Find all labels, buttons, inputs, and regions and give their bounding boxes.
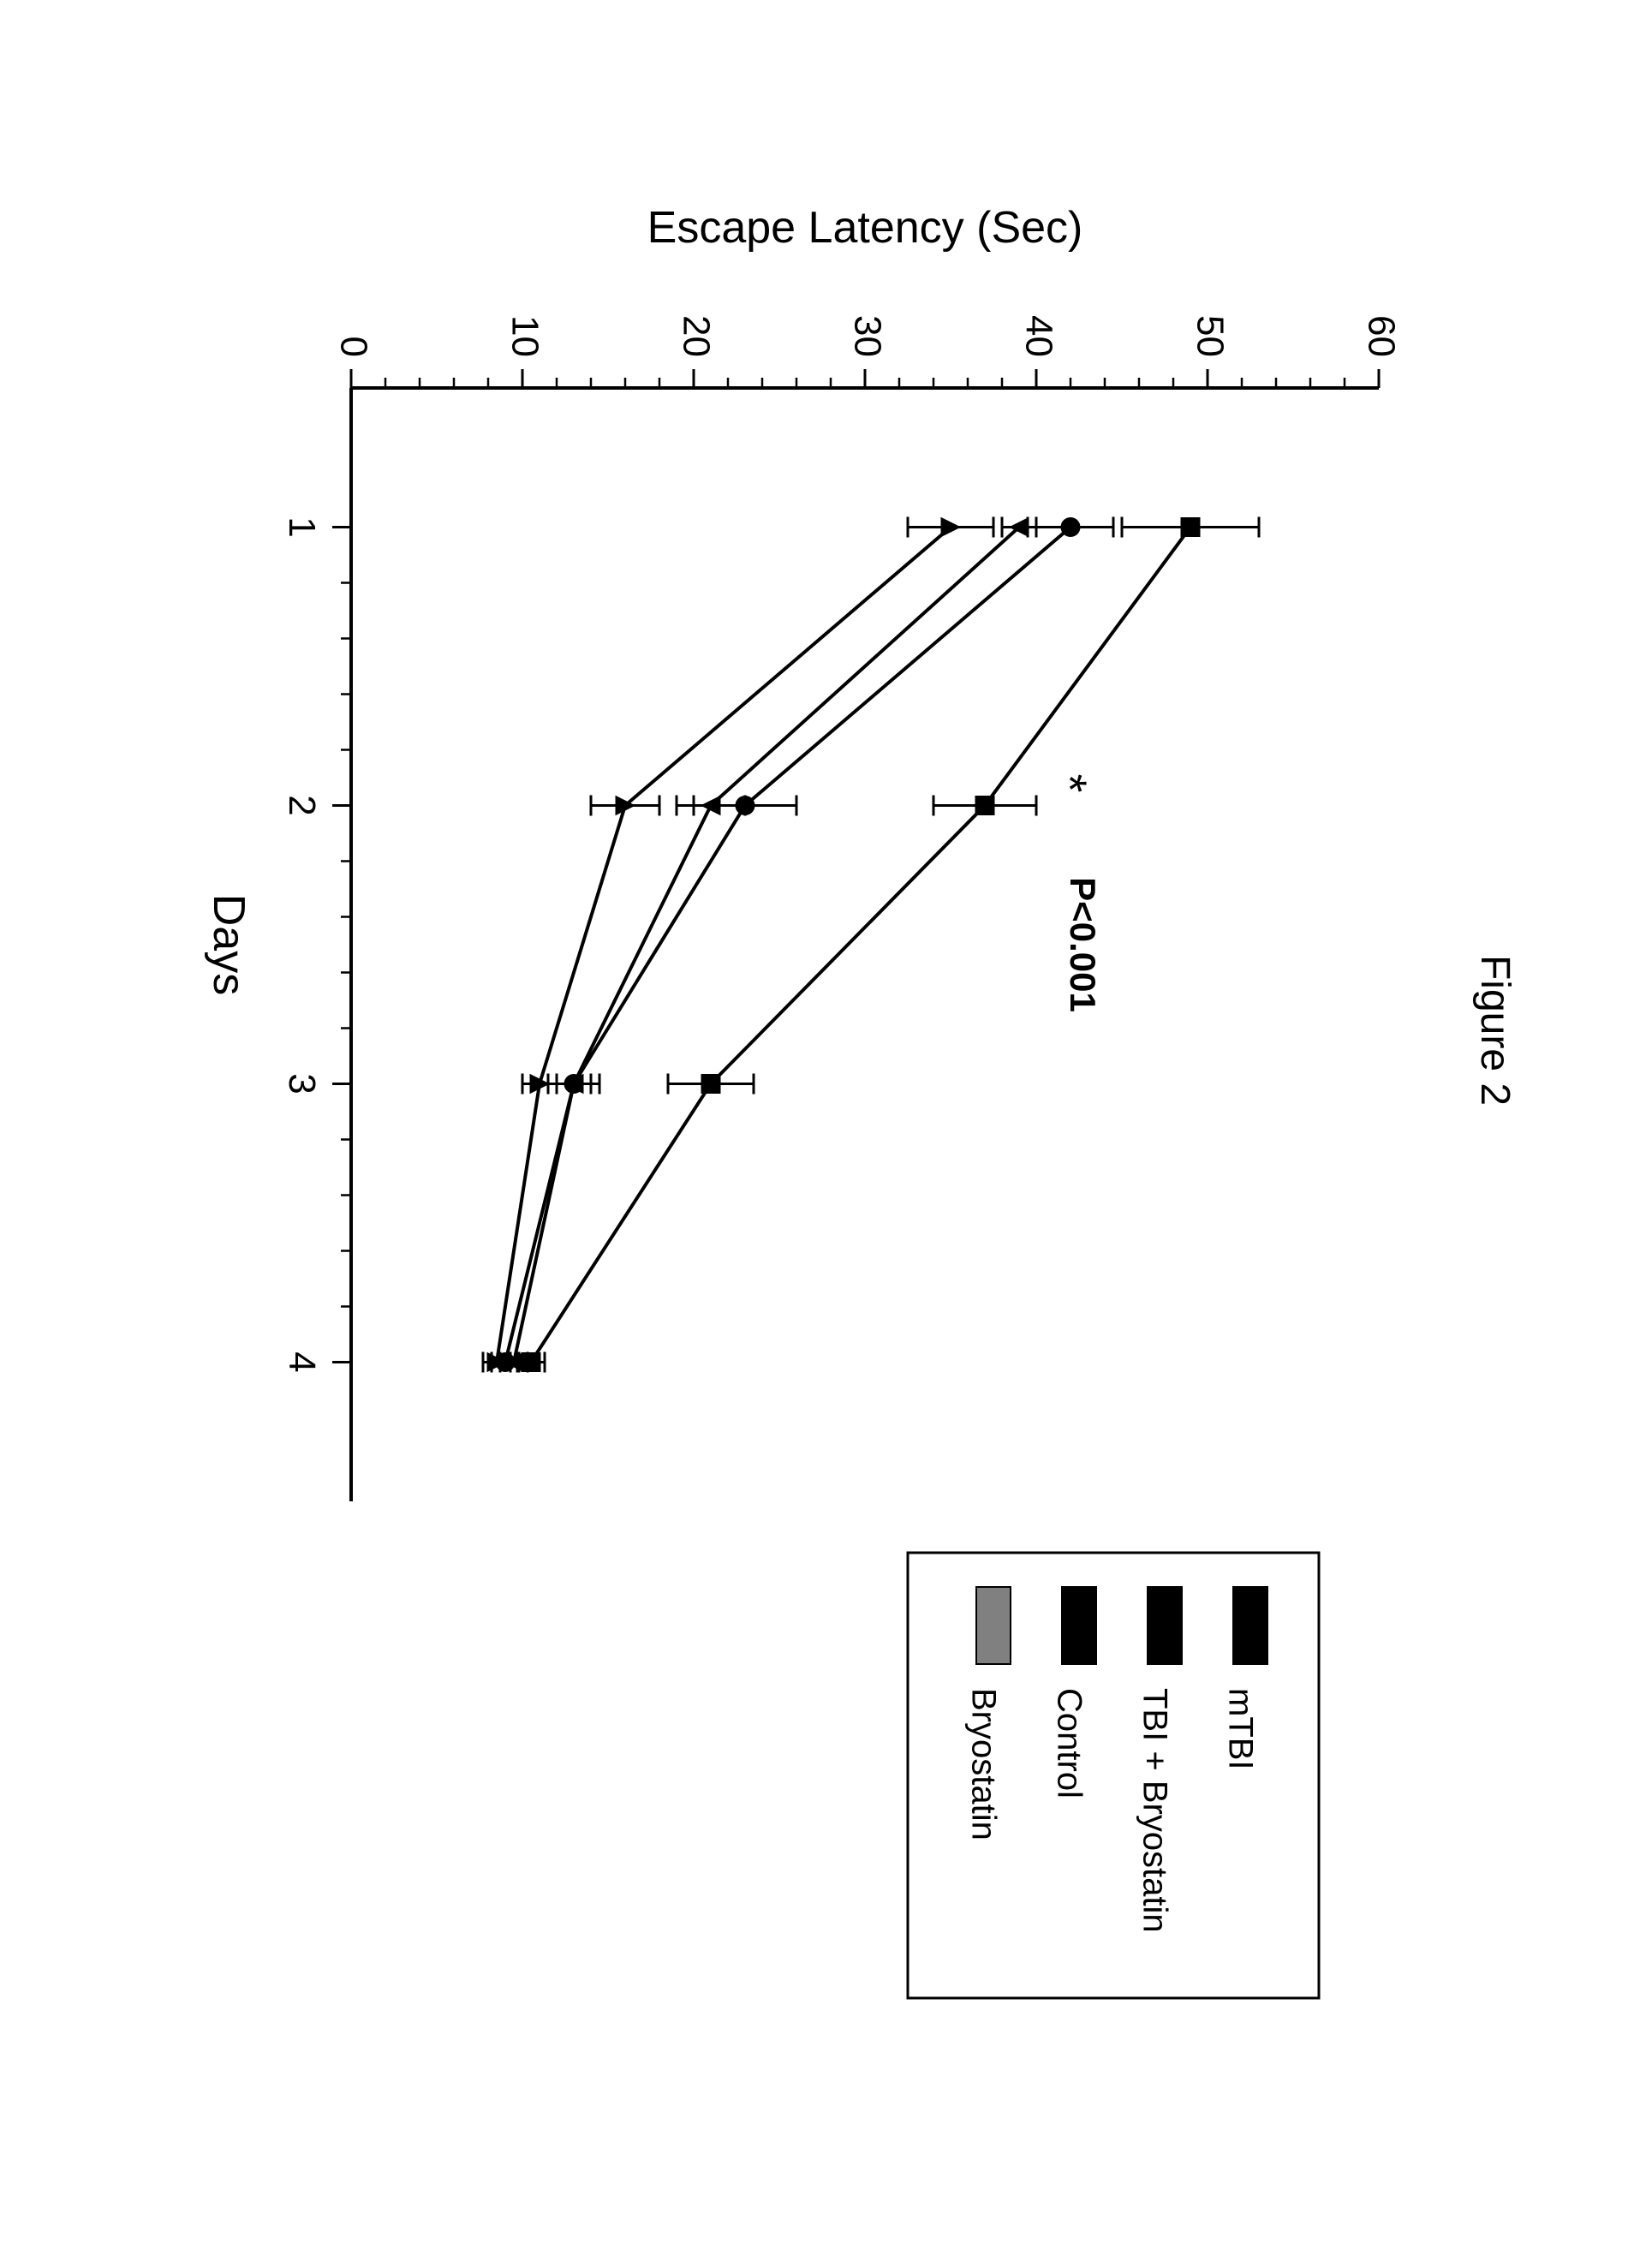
svg-text:40: 40 — [1017, 315, 1059, 357]
svg-text:60: 60 — [1360, 315, 1402, 357]
svg-text:Control: Control — [1050, 1688, 1088, 1799]
svg-text:mTBI: mTBI — [1221, 1688, 1259, 1770]
svg-text:TBI + Bryostatin: TBI + Bryostatin — [1136, 1688, 1173, 1933]
chart-rotated-wrapper: Figure 2 0 10 20 30 40 50 60 1 2 3 4 Days Escape Late… — [77, 97, 1576, 2152]
svg-text:10: 10 — [504, 315, 546, 357]
svg-text:2: 2 — [281, 795, 323, 815]
escape-latency-chart: Figure 2 0 10 20 30 40 50 60 1 2 3 4 Days Escape Late… — [77, 97, 1576, 2152]
svg-text:3: 3 — [281, 1073, 323, 1094]
svg-text:20: 20 — [675, 315, 717, 357]
svg-text:Days: Days — [204, 894, 253, 995]
svg-text:0: 0 — [332, 337, 374, 357]
svg-text:1: 1 — [281, 516, 323, 537]
svg-text:30: 30 — [846, 315, 888, 357]
svg-text:Escape Latency (Sec): Escape Latency (Sec) — [647, 203, 1082, 253]
svg-text:50: 50 — [1189, 315, 1231, 357]
svg-text:Figure 2: Figure 2 — [1472, 955, 1518, 1106]
page: Figure 2 0 10 20 30 40 50 60 1 2 3 4 Days Escape Late… — [0, 0, 1652, 2249]
svg-text:Bryostatin: Bryostatin — [964, 1688, 1002, 1840]
svg-text:*: * — [1043, 774, 1097, 793]
svg-text:P<0.001: P<0.001 — [1063, 877, 1103, 1012]
svg-text:4: 4 — [281, 1351, 323, 1372]
